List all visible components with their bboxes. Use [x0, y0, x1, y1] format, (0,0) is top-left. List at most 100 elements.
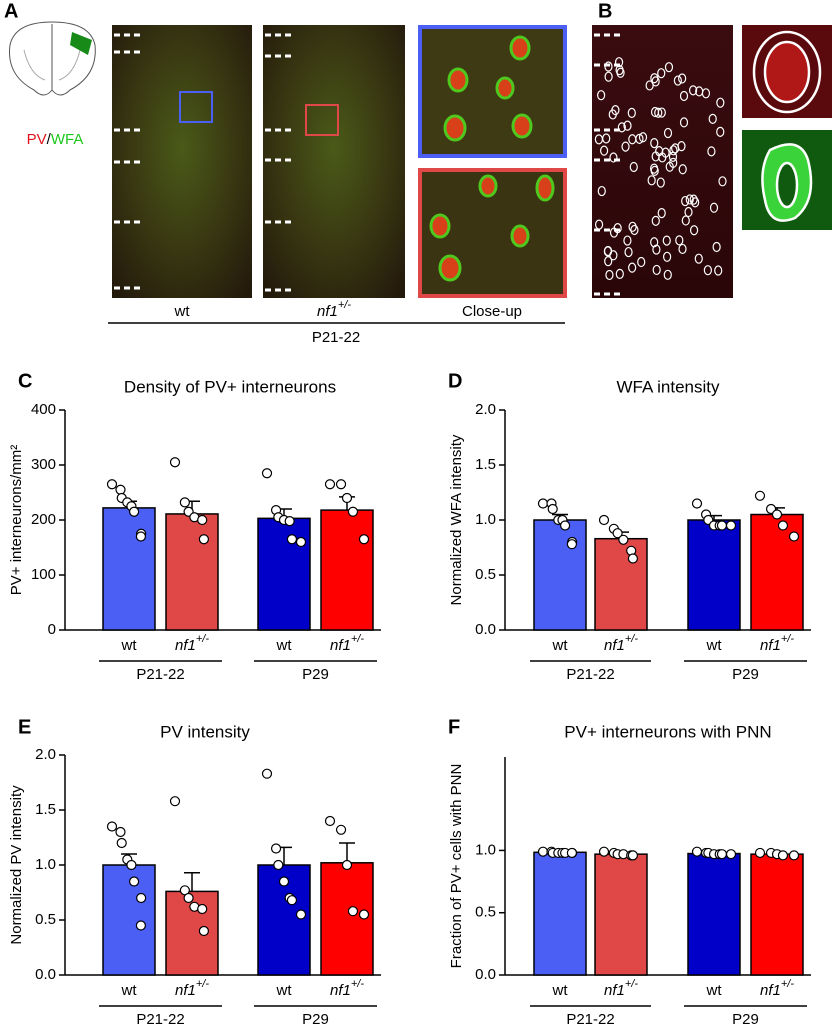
data-point [627, 850, 639, 861]
data-point [335, 479, 347, 490]
cell-outlines [594, 57, 727, 281]
data-point [324, 815, 336, 827]
cell-outline [703, 265, 712, 276]
data-point [197, 514, 208, 526]
cell-outline [637, 256, 646, 268]
data-point [136, 892, 147, 904]
cell-outline [599, 145, 609, 156]
cell-outline [604, 256, 613, 267]
cell-outline [609, 227, 619, 238]
data-point [612, 528, 623, 539]
y-tick-label: 0.5 [35, 911, 56, 928]
data-point [286, 534, 298, 545]
closeup-cells [429, 35, 555, 282]
cell-outline [615, 268, 624, 280]
data-point [335, 824, 347, 835]
y-tick-label: 1.0 [475, 841, 496, 858]
panel-label: B [598, 0, 612, 22]
data-point [566, 847, 578, 859]
layer-dashes [114, 33, 295, 292]
bar [165, 513, 219, 631]
data-point [115, 484, 126, 495]
cell-outline [668, 151, 678, 162]
image-label: Close-up [462, 303, 522, 320]
panel-label: D [448, 370, 462, 392]
cell-outline [629, 161, 638, 173]
group-label: P29 [732, 666, 759, 683]
y-tick-label: 300 [31, 456, 56, 473]
cell-outline [609, 250, 618, 261]
data-point [788, 850, 800, 861]
y-tick-label: 0.5 [475, 566, 496, 583]
error-bar [339, 842, 355, 863]
stain-sep: / [47, 131, 52, 148]
data-point [771, 509, 783, 520]
stain-pv: PV [27, 131, 47, 148]
cell-outline [708, 113, 717, 124]
data-point [106, 479, 118, 490]
cell-outline [657, 207, 666, 219]
y-tick-label: 0 [48, 621, 56, 638]
cell-outline [656, 177, 665, 188]
brain-icon [9, 21, 96, 96]
cell-outline [652, 264, 661, 276]
stain-wfa: WFA [51, 131, 84, 148]
data-point [777, 850, 789, 861]
cell-outline [677, 141, 686, 152]
cell-outline [628, 262, 637, 273]
y-tick-label: 100 [31, 566, 56, 583]
group-label: P21-22 [566, 1011, 614, 1027]
cell-outline [716, 97, 725, 108]
cell-outline [627, 107, 636, 118]
y-tick-label: 1.5 [475, 456, 496, 473]
data-point [169, 796, 181, 807]
cell-outline [649, 163, 659, 174]
cell-outline [621, 141, 630, 152]
y-axis-title: PV+ interneurons/mm² [8, 445, 25, 595]
x-tick-label: nf1+/- [760, 633, 794, 654]
cell-outline [638, 132, 648, 143]
data-point [691, 498, 703, 509]
data-point [547, 503, 558, 515]
bar [320, 509, 374, 631]
roi-box [305, 104, 339, 136]
cell-outline [658, 152, 667, 163]
data-point [273, 859, 284, 871]
x-tick-label: wt [552, 982, 569, 999]
data-point [324, 479, 336, 490]
cell-outline [669, 157, 678, 168]
y-tick-label: 0.0 [475, 966, 496, 983]
image-label: nf1+/- [317, 299, 351, 320]
data-point [627, 553, 639, 564]
bar [102, 864, 156, 976]
bar [533, 851, 587, 976]
data-point [129, 506, 140, 517]
data-point [129, 876, 140, 887]
micrograph-nf1 [263, 25, 405, 298]
bar [257, 517, 311, 631]
cell-outline [623, 235, 632, 246]
data-point [135, 531, 146, 542]
y-tick-label: 1.0 [475, 511, 496, 528]
group-label: P21-22 [566, 666, 614, 683]
x-tick-label: wt [706, 637, 723, 654]
x-tick-label: nf1+/- [330, 633, 364, 654]
data-point [725, 849, 737, 860]
data-point [347, 906, 359, 917]
cell-outline [609, 152, 618, 163]
data-point [126, 859, 137, 871]
cell-outline [645, 80, 654, 91]
x-tick-label: wt [121, 637, 138, 654]
chart-title: PV+ interneurons with PNN [564, 722, 771, 741]
cell-outline [657, 68, 666, 79]
group-label: P21-22 [136, 666, 184, 683]
cell-outline [630, 224, 639, 236]
chart-title: PV intensity [160, 722, 250, 741]
data-point [116, 837, 127, 849]
data-point [725, 520, 737, 531]
data-point [270, 843, 282, 854]
cell-outline [604, 71, 613, 82]
cell-outline [664, 62, 674, 73]
data-point [358, 534, 370, 545]
